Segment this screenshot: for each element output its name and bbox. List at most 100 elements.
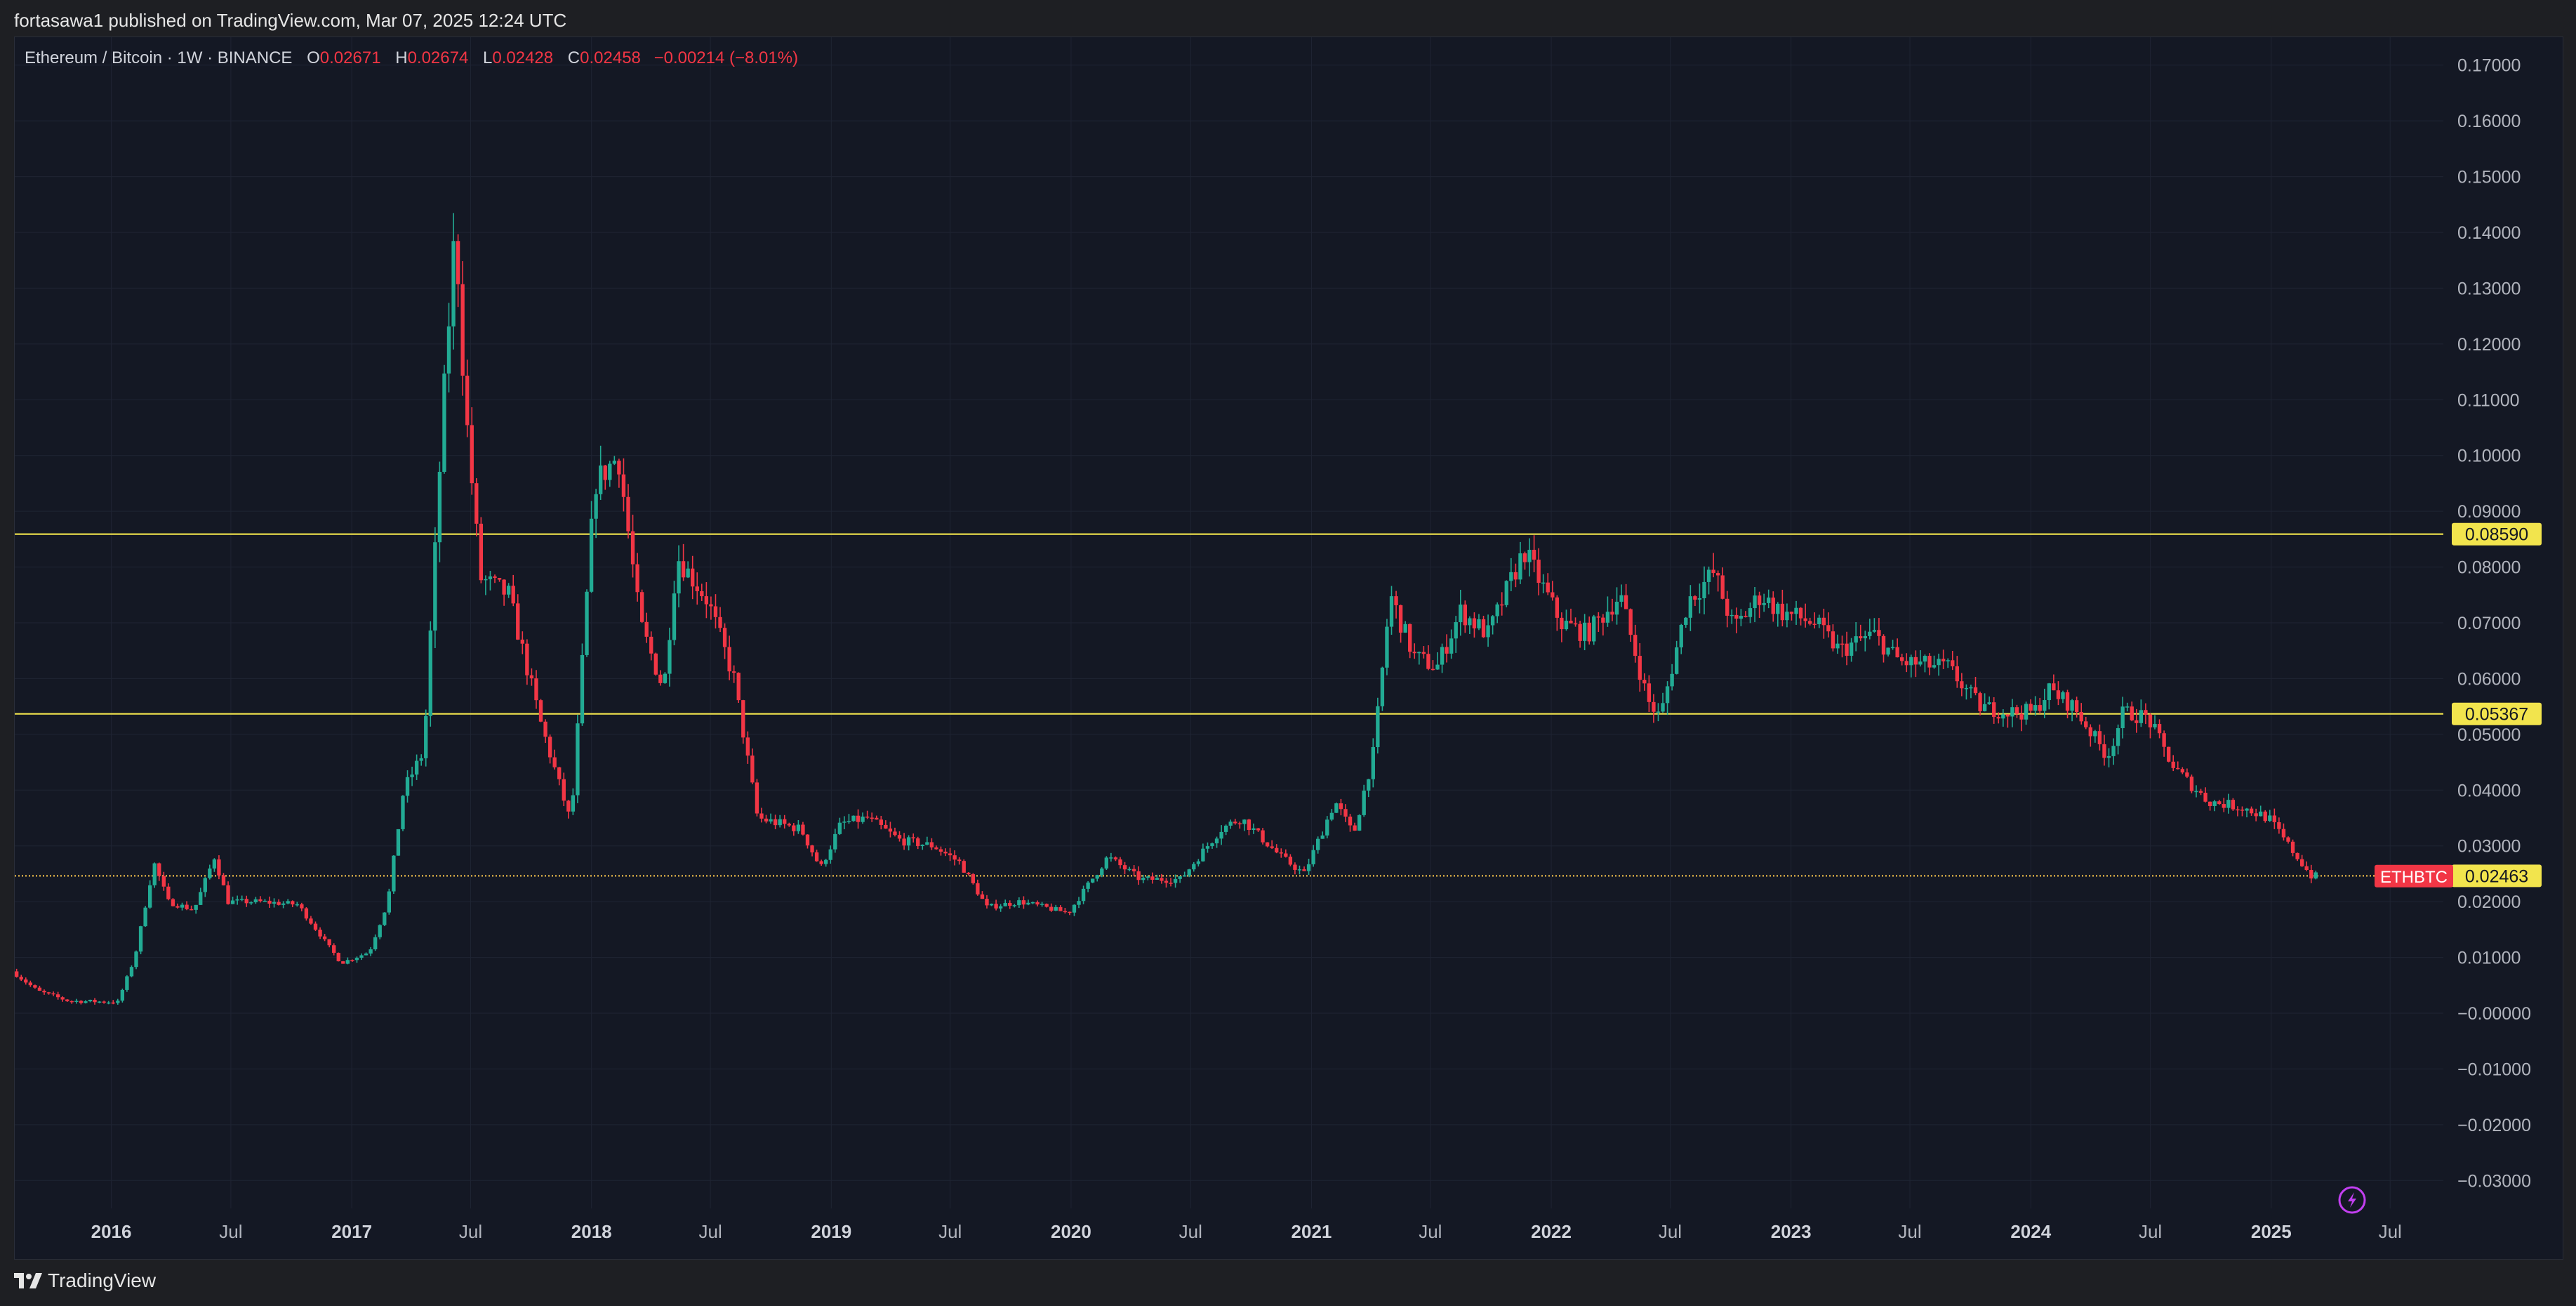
candle xyxy=(1196,859,1201,867)
candle xyxy=(2212,800,2217,812)
close-value: 0.02458 xyxy=(580,48,641,67)
candle xyxy=(2139,699,2144,727)
candle xyxy=(2010,699,2014,727)
candle xyxy=(258,896,263,903)
candle xyxy=(1113,856,1118,862)
price-axis[interactable]: 0.17000 0.16000 0.15000 0.14000 0.13000 0.120… xyxy=(2457,56,2531,1192)
candle xyxy=(488,570,493,591)
candle xyxy=(2207,801,2212,811)
candle xyxy=(2014,704,2019,718)
candle xyxy=(1173,874,1178,888)
candle xyxy=(1532,535,1536,573)
candle xyxy=(520,631,524,654)
candle xyxy=(230,897,235,904)
price-tick-label: 0.01000 xyxy=(2457,949,2521,968)
candle xyxy=(718,607,722,633)
candle xyxy=(286,899,290,904)
candle xyxy=(295,902,299,907)
candle xyxy=(630,515,635,578)
candle xyxy=(1835,634,1840,654)
candle xyxy=(33,984,37,989)
candle xyxy=(870,812,874,822)
candle xyxy=(745,731,750,764)
candle xyxy=(465,360,470,437)
candle xyxy=(185,901,189,911)
candle xyxy=(1141,874,1146,883)
candle xyxy=(1040,902,1044,907)
candle xyxy=(46,991,51,995)
level-price-tag: 0.08590 xyxy=(2452,522,2542,546)
time-tick-label: 2019 xyxy=(811,1221,851,1242)
candle xyxy=(805,834,810,849)
candle xyxy=(1252,823,1256,834)
candle xyxy=(272,898,277,908)
candle xyxy=(116,998,120,1005)
footer-brand[interactable]: TradingView xyxy=(14,1269,156,1292)
candle xyxy=(2144,703,2148,725)
time-axis[interactable]: 2016 Jul 2017 Jul 2018 Jul 2019 Jul 2020 Jul 2021 J… xyxy=(91,1221,2402,1242)
symbol-title[interactable]: Ethereum / Bitcoin · 1W · BINANCE xyxy=(25,48,293,67)
candle xyxy=(19,975,23,982)
candlestick-chart[interactable]: 0.17000 0.16000 0.15000 0.14000 0.13000 0.120… xyxy=(15,37,2563,1259)
candle xyxy=(1118,857,1122,869)
candle xyxy=(1343,804,1348,822)
candle xyxy=(1946,658,1950,668)
candle xyxy=(552,749,557,770)
candle xyxy=(1306,858,1311,876)
candle xyxy=(1100,867,1104,878)
candle xyxy=(971,873,976,885)
candle xyxy=(60,996,65,1002)
candle xyxy=(93,998,97,1005)
candle xyxy=(147,880,152,909)
candle xyxy=(1146,875,1150,880)
candle xyxy=(920,844,924,850)
candle xyxy=(2043,688,2047,718)
candle xyxy=(1353,822,1357,831)
candle xyxy=(1095,874,1099,882)
candle xyxy=(1440,643,1445,673)
chart-panel[interactable]: 0.17000 0.16000 0.15000 0.14000 0.13000 0.120… xyxy=(14,37,2563,1260)
candle xyxy=(1160,873,1164,884)
candle xyxy=(580,643,585,726)
candle xyxy=(783,814,787,829)
low-label: L xyxy=(483,48,493,67)
candle xyxy=(1362,784,1366,817)
candle xyxy=(244,895,248,907)
candle xyxy=(143,906,147,928)
candle xyxy=(534,670,538,709)
candle xyxy=(2304,861,2309,871)
candle xyxy=(2157,719,2162,739)
candle xyxy=(2070,699,2074,722)
candle xyxy=(2005,714,2010,728)
candle xyxy=(1610,598,1614,621)
candle xyxy=(1767,589,1771,609)
candle xyxy=(1633,624,1638,663)
candle xyxy=(1964,684,1969,700)
candle xyxy=(516,594,520,640)
candle xyxy=(267,896,272,908)
candle xyxy=(1665,681,1670,715)
candle xyxy=(1261,828,1265,845)
candle xyxy=(2198,789,2203,796)
candle xyxy=(1063,908,1068,914)
candle xyxy=(608,461,612,487)
candle xyxy=(1877,618,1881,646)
candle xyxy=(291,900,295,908)
candle xyxy=(1647,675,1652,712)
candle xyxy=(189,905,194,911)
price-tick-label: 0.04000 xyxy=(2457,781,2521,800)
candle xyxy=(1155,874,1160,880)
candle xyxy=(1546,573,1550,595)
candle xyxy=(313,921,318,931)
lightning-icon[interactable] xyxy=(2338,1186,2366,1214)
candle xyxy=(2295,852,2299,862)
candle xyxy=(1122,862,1127,875)
candle xyxy=(1527,538,1532,576)
candle xyxy=(2189,774,2194,793)
level-lines xyxy=(15,533,2443,877)
candle xyxy=(1183,871,1187,877)
candle xyxy=(460,261,465,396)
candle xyxy=(2084,716,2088,730)
candle xyxy=(1284,849,1288,858)
time-tick-label: Jul xyxy=(1659,1221,1682,1242)
